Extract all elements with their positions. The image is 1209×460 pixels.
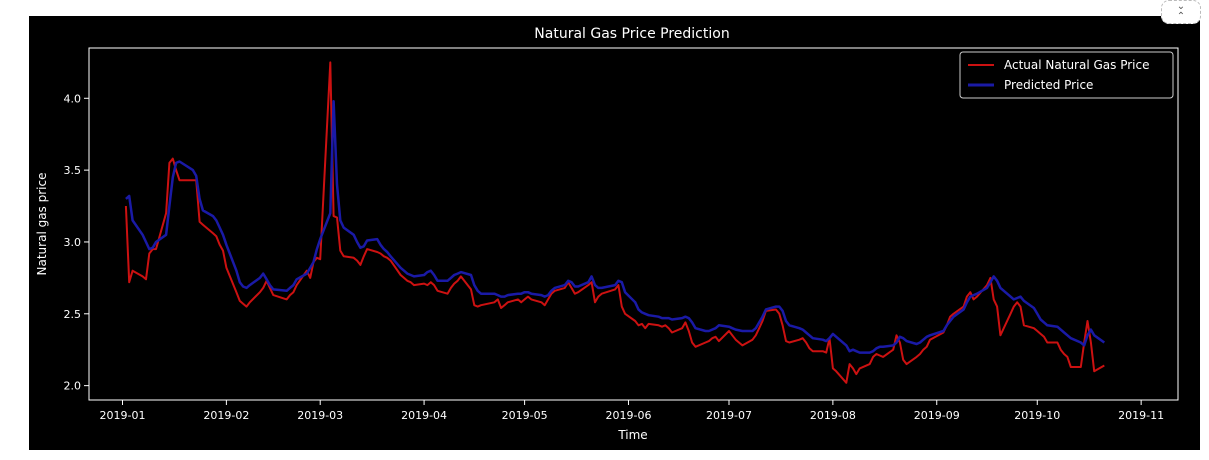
x-tick-label: 2019-03 xyxy=(297,409,343,422)
chart-title: Natural Gas Price Prediction xyxy=(534,26,729,42)
plot-area-frame xyxy=(88,47,1179,401)
chevron-up-icon[interactable]: ⌃ xyxy=(1176,11,1186,22)
x-axis: 2019-01 2019-02 2019-03 2019-04 2019-05 2019-… xyxy=(100,400,1164,422)
y-tick-label: 4.0 xyxy=(64,92,82,105)
x-axis-label: Time xyxy=(617,428,647,442)
chart-figure: Natural Gas Price Prediction 2.0 2.5 3.0 3.… xyxy=(29,16,1200,450)
y-axis: 2.0 2.5 3.0 3.5 4.0 xyxy=(64,92,89,393)
y-tick-label: 2.5 xyxy=(64,308,82,321)
line-chart: Natural Gas Price Prediction 2.0 2.5 3.0 3.… xyxy=(29,16,1200,450)
y-tick-label: 2.0 xyxy=(64,380,82,393)
y-tick-label: 3.0 xyxy=(64,236,82,249)
legend-label: Actual Natural Gas Price xyxy=(1004,58,1149,72)
x-tick-label: 2019-01 xyxy=(100,409,146,422)
x-tick-label: 2019-09 xyxy=(914,409,960,422)
x-tick-label: 2019-05 xyxy=(502,409,548,422)
x-tick-label: 2019-11 xyxy=(1118,409,1164,422)
x-tick-label: 2019-10 xyxy=(1014,409,1060,422)
x-tick-label: 2019-02 xyxy=(203,409,249,422)
legend-label: Predicted Price xyxy=(1004,78,1093,92)
series-layer xyxy=(124,61,1106,384)
x-tick-label: 2019-06 xyxy=(605,409,651,422)
x-tick-label: 2019-07 xyxy=(706,409,752,422)
series-line-predicted-price xyxy=(125,99,1106,354)
scroll-widget[interactable]: ⌄ ⌃ xyxy=(1161,0,1201,24)
chart-legend: Actual Natural Gas Price Predicted Price xyxy=(959,51,1174,99)
y-tick-label: 3.5 xyxy=(64,164,82,177)
chevron-down-icon[interactable]: ⌄ xyxy=(1176,1,1186,12)
legend-box xyxy=(959,51,1174,99)
x-tick-label: 2019-04 xyxy=(401,409,447,422)
x-tick-label: 2019-08 xyxy=(810,409,856,422)
y-axis-label: Natural gas price xyxy=(35,173,49,276)
